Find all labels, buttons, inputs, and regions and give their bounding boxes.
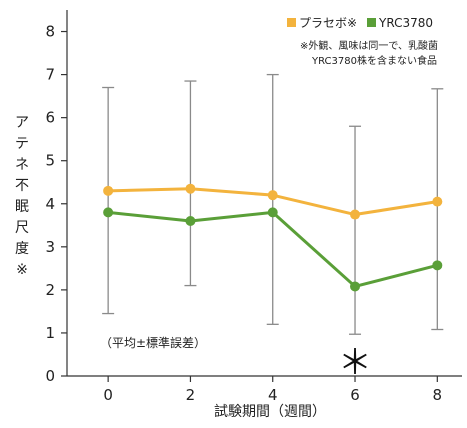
footnote-line-2: YRC3780株を含まない食品 bbox=[311, 54, 437, 67]
x-tick-label-4: 4 bbox=[268, 386, 278, 404]
y-tick-label-2: 2 bbox=[45, 281, 55, 299]
series-0-point bbox=[350, 209, 361, 220]
y-axis-title-char: 尺 bbox=[15, 220, 29, 236]
y-ticks: 0 1 2 3 4 5 6 7 8 bbox=[45, 23, 67, 385]
y-axis-title-char: 眠 bbox=[15, 199, 29, 215]
y-tick-label-1: 1 bbox=[45, 324, 55, 342]
series-1-point bbox=[185, 215, 196, 226]
series-0-point bbox=[432, 196, 443, 207]
y-tick-label-5: 5 bbox=[45, 152, 55, 170]
x-tick-label-6: 6 bbox=[350, 386, 360, 404]
y-axis-title-char: 不 bbox=[15, 178, 29, 194]
y-tick-label-8: 8 bbox=[45, 23, 55, 41]
y-tick-label-6: 6 bbox=[45, 109, 55, 127]
y-tick-label-4: 4 bbox=[45, 195, 55, 213]
series-0-point bbox=[267, 190, 278, 201]
y-tick-label-3: 3 bbox=[45, 238, 55, 256]
legend: プラセボ※ YRC3780 ※外観、風味は同一で、乳酸菌 YRC3780株を含ま… bbox=[287, 16, 438, 67]
x-axis-title: 試験期間（週間） bbox=[214, 404, 326, 420]
series-1-point bbox=[432, 260, 443, 271]
y-tick-label-7: 7 bbox=[45, 66, 55, 84]
series-1-point bbox=[267, 207, 278, 218]
footnote-line-1: ※外観、風味は同一で、乳酸菌 bbox=[300, 39, 438, 52]
legend-label-yrc3780: YRC3780 bbox=[378, 16, 433, 30]
significance-marker: ＊ bbox=[338, 343, 372, 383]
x-tick-label-8: 8 bbox=[433, 386, 443, 404]
y-axis-title-char: ※ bbox=[16, 262, 28, 278]
y-axis-title-char: ネ bbox=[15, 157, 29, 173]
y-axis-title-char: テ bbox=[15, 136, 29, 152]
error-note: （平均±標準誤差） bbox=[100, 335, 206, 350]
y-axis: 0 1 2 3 4 5 6 7 8 bbox=[45, 10, 68, 385]
x-tick-label-2: 2 bbox=[186, 386, 196, 404]
x-ticks: 0 2 4 6 8 bbox=[103, 376, 442, 404]
legend-swatch-placebo bbox=[287, 18, 296, 27]
series-lines bbox=[103, 183, 443, 292]
legend-swatch-yrc3780 bbox=[367, 18, 376, 27]
legend-label-placebo: プラセボ※ bbox=[299, 16, 357, 30]
series-0-point bbox=[185, 183, 196, 194]
x-tick-label-0: 0 bbox=[103, 386, 113, 404]
y-tick-label-0: 0 bbox=[45, 367, 55, 385]
y-axis-title-char: ア bbox=[15, 115, 29, 131]
x-axis: 0 2 4 6 8 bbox=[67, 375, 462, 404]
error-bars bbox=[102, 73, 444, 335]
series-0-point bbox=[103, 185, 114, 196]
series-1-point bbox=[103, 207, 114, 218]
y-axis-title-char: 度 bbox=[15, 241, 29, 257]
series-1-point bbox=[350, 281, 361, 292]
